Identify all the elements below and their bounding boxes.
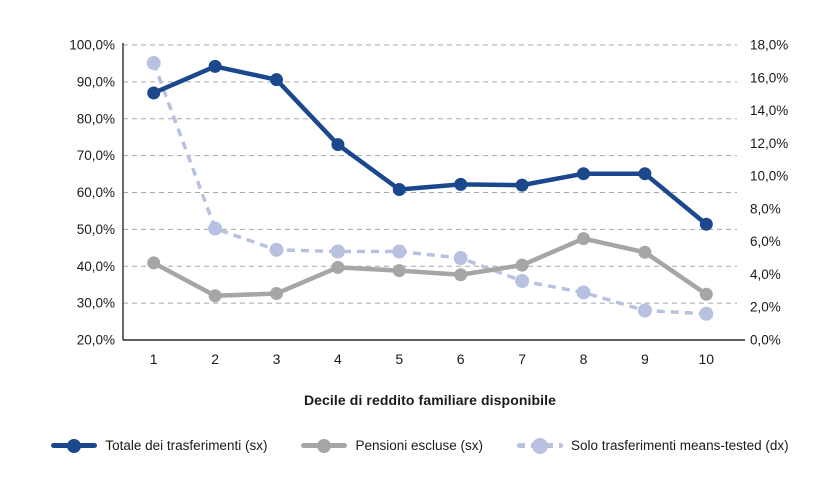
svg-text:7: 7 [518, 351, 526, 367]
series-0 [147, 59, 713, 231]
svg-text:6,0%: 6,0% [750, 234, 781, 249]
svg-text:2,0%: 2,0% [750, 300, 781, 315]
series-2 [146, 56, 714, 321]
svg-text:50,0%: 50,0% [77, 222, 115, 237]
svg-text:3: 3 [273, 351, 281, 367]
legend-label: Totale dei trasferimenti (sx) [105, 438, 268, 453]
svg-text:90,0%: 90,0% [77, 74, 115, 89]
svg-text:1: 1 [150, 351, 158, 367]
svg-text:70,0%: 70,0% [77, 148, 115, 163]
svg-text:4: 4 [334, 351, 342, 367]
y-axis-right-tick-labels: 18,0% 16,0% 14,0% 12,0% 10,0% 8,0% 6,0% 4,0% 2,0… [750, 38, 788, 348]
svg-text:30,0%: 30,0% [77, 296, 115, 311]
svg-text:4,0%: 4,0% [750, 267, 781, 282]
svg-text:14,0%: 14,0% [750, 103, 788, 118]
svg-text:18,0%: 18,0% [750, 38, 788, 53]
legend-label: Solo trasferimenti means-tested (dx) [571, 438, 789, 453]
svg-text:60,0%: 60,0% [77, 185, 115, 200]
y-axis-left-tick-labels: 100,0% 90,0% 80,0% 70,0% 60,0% 50,0% 40,0% 30,0… [69, 38, 115, 348]
svg-text:6: 6 [457, 351, 465, 367]
x-axis-tick-labels: 1 2 3 4 5 6 7 8 9 10 [150, 351, 714, 367]
line-chart-plot: 100,0%90,0%80,0%70,0%60,0%50,0%40,0%30,0… [69, 38, 788, 368]
svg-text:10: 10 [699, 351, 715, 367]
legend-marker-solid-blue-icon [51, 438, 98, 453]
svg-text:9: 9 [641, 351, 649, 367]
svg-text:100,0%: 100,0% [69, 38, 115, 53]
svg-text:20,0%: 20,0% [77, 333, 115, 348]
x-axis-title: Decile di reddito familiare disponibile [303, 392, 557, 408]
legend-marker-solid-gray-icon [301, 438, 348, 453]
svg-text:12,0%: 12,0% [750, 136, 788, 151]
svg-text:80,0%: 80,0% [77, 111, 115, 126]
svg-text:2: 2 [211, 351, 219, 367]
legend-item-pensioni-escluse: Pensioni escluse (sx) [301, 438, 483, 453]
svg-text:5: 5 [395, 351, 403, 367]
legend: Totale dei trasferimenti (sx) Pensioni e… [0, 437, 840, 454]
series-1 [147, 232, 713, 303]
legend-item-means-tested: Solo trasferimenti means-tested (dx) [517, 437, 789, 454]
svg-text:8: 8 [580, 351, 588, 367]
svg-text:40,0%: 40,0% [77, 259, 115, 274]
legend-item-totale-trasferimenti: Totale dei trasferimenti (sx) [51, 438, 267, 453]
svg-text:8,0%: 8,0% [750, 201, 781, 216]
legend-label: Pensioni escluse (sx) [355, 438, 484, 453]
svg-text:0,0%: 0,0% [750, 333, 781, 348]
axes [122, 43, 745, 341]
legend-marker-dashed-lavender-icon [517, 437, 564, 454]
gridlines [123, 44, 737, 304]
svg-text:16,0%: 16,0% [750, 70, 788, 85]
svg-text:10,0%: 10,0% [750, 169, 788, 184]
